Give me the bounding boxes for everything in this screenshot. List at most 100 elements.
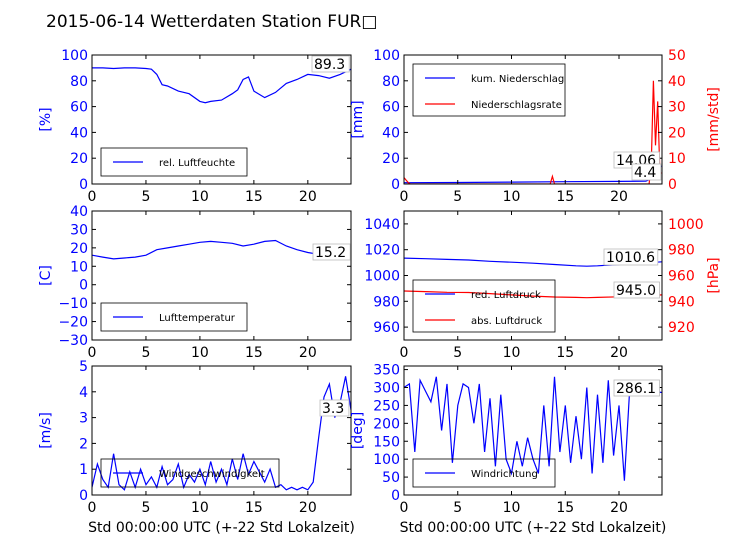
y-tick-label: 80	[70, 74, 88, 90]
y-tick-label: 60	[382, 100, 400, 116]
y-tick-label: 4	[79, 385, 88, 401]
legend-box	[412, 458, 556, 488]
y-tick-label: 100	[61, 48, 88, 64]
y-right-tick-label: 40	[668, 74, 686, 90]
y-right-axis-label: [mm/std]	[706, 87, 722, 152]
legend: rel. Luftfeuchte	[100, 147, 248, 177]
chart-panel-2: 0 5 10 15 20 0 20 40 60 80 100 0 10 20 30 40 50 [mm] [mm/s…	[350, 48, 722, 205]
chart-panel-1: 0 5 10 15 20 0 20 40 60 80 100 [%] 89.3 rel. Luftfeuc…	[38, 48, 352, 205]
plot-frame	[403, 365, 663, 496]
plot-frame	[91, 54, 352, 185]
legend-label: abs. Luftdruck	[471, 316, 542, 327]
y-tick-label: 1000	[364, 269, 400, 285]
y-tick-label: 0	[79, 278, 88, 294]
x-tick-label: 10	[503, 189, 521, 205]
current-value-label-box	[603, 248, 659, 266]
chart-panel-5: 0 5 10 15 20 0 1 2 3 4 5 [m/s] Std 00:00:00 UTC (+-2…	[38, 359, 355, 536]
x-tick-label: 0	[400, 345, 409, 361]
current-value-label-box	[312, 243, 351, 261]
y-right-tick-label: 940	[668, 294, 695, 310]
x-tick-label: 0	[88, 189, 97, 205]
y-tick-label: 0	[391, 177, 400, 193]
x-tick-label: 10	[503, 345, 521, 361]
y-tick-label: 1	[79, 462, 88, 478]
legend-label: red. Luftdruck	[471, 290, 541, 301]
legend-box	[100, 458, 280, 488]
legend: red. Luftdruck abs. Luftdruck	[412, 279, 556, 333]
x-tick-label: 10	[191, 500, 209, 516]
current-value-label: 1010.6	[606, 250, 655, 266]
y-tick-label: 1020	[364, 243, 400, 259]
x-tick-label: 20	[299, 345, 317, 361]
current-value-label: 15.2	[315, 245, 346, 261]
legend-label: rel. Luftfeuchte	[159, 158, 235, 169]
y-tick-label: 60	[70, 100, 88, 116]
y-right-tick-label: 30	[668, 100, 686, 116]
y-tick-label: 40	[70, 204, 88, 220]
figure-title: 2015-06-14 Wetterdaten Station FUR□	[46, 12, 377, 32]
x-tick-label: 5	[453, 500, 462, 516]
y-tick-label: 20	[70, 151, 88, 167]
y-tick-label: 20	[70, 241, 88, 257]
current-value-label: 89.3	[314, 57, 345, 73]
current-value-right-label-box	[631, 163, 662, 181]
y-tick-label: 5	[79, 359, 88, 375]
x-tick-label: 5	[453, 189, 462, 205]
y-tick-label: 80	[382, 74, 400, 90]
plot-frame	[403, 54, 663, 185]
y-axis-label: [m/s]	[38, 412, 54, 449]
y-tick-label: 100	[373, 48, 400, 64]
x-tick-label: 10	[191, 345, 209, 361]
x-tick-label: 5	[453, 345, 462, 361]
chart-panel-4: 0 5 10 15 20 960 980 1000 1020 1040 920 940 960 980 10…	[364, 210, 722, 361]
plot-frame	[91, 210, 352, 341]
current-value-right-label: 4.4	[634, 165, 656, 181]
legend-box	[100, 302, 248, 332]
y-tick-label: 200	[373, 416, 400, 432]
x-tick-label: 15	[556, 345, 574, 361]
y-tick-label: 20	[382, 151, 400, 167]
legend-label: Windgeschwindigkeit	[159, 469, 265, 480]
y-right-tick-label: 10	[668, 151, 686, 167]
y-tick-label: 960	[373, 320, 400, 336]
current-value-label: 3.3	[322, 401, 344, 417]
x-tick-label: 15	[556, 500, 574, 516]
series-line-2	[404, 80, 662, 184]
y-axis-label: [C]	[38, 265, 54, 286]
y-right-tick-label: 50	[668, 48, 686, 64]
y-tick-label: −20	[58, 315, 88, 331]
y-axis-label: [mm]	[350, 100, 366, 138]
x-tick-label: 15	[245, 345, 263, 361]
y-tick-label: 150	[373, 434, 400, 450]
current-value-label: 286.1	[616, 381, 656, 397]
legend-box	[100, 147, 248, 177]
y-tick-label: 0	[79, 488, 88, 504]
x-tick-label: 5	[141, 345, 150, 361]
current-value-label-box	[613, 379, 660, 397]
legend-box	[412, 279, 556, 333]
legend: Windgeschwindigkeit	[100, 458, 280, 488]
x-tick-label: 0	[88, 500, 97, 516]
y-axis-label: [deg]	[350, 412, 366, 449]
legend: Windrichtung	[412, 458, 556, 488]
x-tick-label: 20	[299, 189, 317, 205]
x-tick-label: 15	[556, 189, 574, 205]
y-tick-label: 10	[70, 259, 88, 275]
y-tick-label: 30	[70, 222, 88, 238]
x-tick-label: 10	[503, 500, 521, 516]
y-tick-label: 980	[373, 294, 400, 310]
legend-label: Lufttemperatur	[159, 313, 236, 324]
x-tick-label: 10	[191, 189, 209, 205]
legend-box	[412, 63, 566, 117]
x-tick-label: 20	[610, 345, 628, 361]
x-tick-label: 15	[245, 500, 263, 516]
y-tick-label: 50	[382, 470, 400, 486]
y-tick-label: −30	[58, 333, 88, 349]
y-tick-label: 3	[79, 411, 88, 427]
y-tick-label: 1040	[364, 217, 400, 233]
legend-label: Windrichtung	[471, 469, 538, 480]
x-tick-label: 15	[245, 189, 263, 205]
legend-label: kum. Niederschlag	[471, 74, 564, 85]
